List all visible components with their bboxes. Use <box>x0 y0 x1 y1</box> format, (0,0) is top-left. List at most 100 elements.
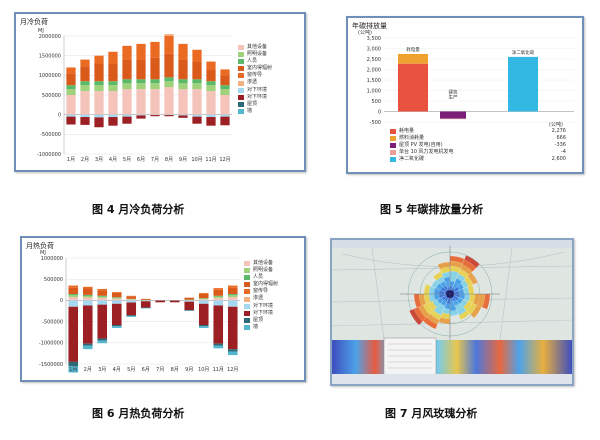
bar-segment <box>122 114 132 117</box>
bar-segment <box>136 59 146 80</box>
bar-segment <box>198 299 209 301</box>
bar-segment <box>66 85 76 90</box>
wind-rose-map <box>332 240 572 384</box>
bar-segment <box>108 51 118 64</box>
bar-segment <box>198 324 209 327</box>
bar-segment <box>184 300 195 302</box>
x-tick-label: 6月 <box>142 367 150 373</box>
legend-label: 室内得辐射 <box>247 65 273 72</box>
bar-segment <box>122 45 132 60</box>
legend-item: 对下环境 <box>238 94 272 101</box>
legend-item: 渗透 <box>238 79 272 86</box>
y-tick-label: -1000000 <box>37 152 61 158</box>
legend-swatch <box>238 108 244 114</box>
bar-segment <box>82 345 93 350</box>
bar-segment <box>111 292 122 298</box>
legend-swatch <box>390 136 396 142</box>
bar-segment <box>227 300 238 307</box>
bar-segment <box>398 63 428 112</box>
bar-segment <box>227 349 238 352</box>
bar-segment <box>192 61 202 80</box>
bar-segment <box>82 294 93 296</box>
bar-segment <box>97 300 108 305</box>
bar-segment <box>164 36 174 54</box>
legend-item: 窗传导 <box>244 288 278 295</box>
bar-segment <box>220 89 230 95</box>
bar-segment <box>206 114 216 118</box>
legend-label: 对下环境 <box>253 309 274 316</box>
fig5-panel: 年碳排放量 (公吨) 3,500 3,000 2,500 2,000 1,500 1,000… <box>346 16 584 174</box>
fig5-chart: (公吨)3,5003,0002,5002,0001,5001,0005000-5… <box>358 29 574 128</box>
bar-segment <box>440 111 466 119</box>
legend-item: 屋顶 PV 发电(自用) -336 <box>390 142 576 149</box>
bar-segment <box>136 79 146 84</box>
bar-segment <box>136 115 146 119</box>
legend-swatch <box>244 303 250 309</box>
bar-segment <box>140 299 151 300</box>
legend-label: 人员 <box>247 58 258 65</box>
bar-segment <box>198 300 209 304</box>
bar-segment <box>126 296 137 299</box>
legend-item: 照明设备 <box>244 267 278 274</box>
legend-swatch <box>244 296 250 302</box>
bar-segment <box>122 116 132 124</box>
bar-segment <box>80 81 90 86</box>
bar-segment <box>227 295 238 298</box>
bar-segment <box>140 301 151 308</box>
legend-unit: (公吨) <box>549 121 563 128</box>
bar-segment <box>94 63 104 82</box>
y-tick-label: 1000000 <box>39 73 61 79</box>
bar-segment <box>220 85 230 90</box>
y-tick-label: 0 <box>378 109 381 115</box>
y-tick-label: -1500000 <box>39 362 63 368</box>
bar-segment <box>213 288 224 290</box>
bar-segment <box>150 79 160 84</box>
legend-label: 照明设备 <box>253 267 274 274</box>
bar-segment <box>122 89 132 115</box>
bar-segment <box>66 95 76 115</box>
legend-value: -336 <box>554 142 566 149</box>
x-tick-label: 8月 <box>171 367 179 373</box>
bar-label: 建筑 <box>449 89 458 96</box>
bar-segment <box>192 116 202 124</box>
bar-segment <box>192 83 202 90</box>
bar-segment <box>398 53 428 64</box>
x-tick-label: 3月 <box>95 157 103 163</box>
bar-segment <box>94 55 104 64</box>
y-tick-label: -500000 <box>42 319 63 325</box>
legend-swatch <box>244 261 250 267</box>
wind-rose <box>400 246 500 342</box>
bar-segment <box>66 89 76 95</box>
bar-segment <box>126 300 137 303</box>
x-tick-label: 4月 <box>109 157 117 163</box>
bar-segment <box>150 57 160 80</box>
x-tick-label: 11月 <box>205 157 216 163</box>
bar-segment <box>192 89 202 115</box>
bar-segment <box>108 114 118 118</box>
bar-segment <box>126 315 137 317</box>
x-tick-label: 11月 <box>213 367 224 373</box>
bar-segment <box>508 56 538 112</box>
legend-item: 人员 <box>244 274 278 281</box>
legend-swatch <box>238 66 244 72</box>
bar-segment <box>169 300 180 303</box>
legend-label: 渗透 <box>253 295 264 302</box>
bar-segment <box>94 117 104 128</box>
bar-segment <box>126 316 137 317</box>
legend-item: 对下环境 <box>238 87 272 94</box>
bar-segment <box>150 83 160 90</box>
bar-segment <box>122 79 132 84</box>
legend-item: 燃料消耗量 666 <box>390 135 576 142</box>
bar-segment <box>122 59 132 80</box>
y-tick-label: 0 <box>60 298 63 304</box>
bar-segment <box>155 300 166 303</box>
fig7-caption: 图 7 月风玫瑰分析 <box>385 407 478 420</box>
bar-segment <box>108 91 118 115</box>
bar-segment <box>220 116 230 126</box>
bar-segment <box>68 297 79 301</box>
bar-segment <box>80 117 90 125</box>
bar-label: 耗电量 <box>406 46 420 53</box>
legend-swatch <box>238 73 244 79</box>
bar-segment <box>68 285 79 288</box>
